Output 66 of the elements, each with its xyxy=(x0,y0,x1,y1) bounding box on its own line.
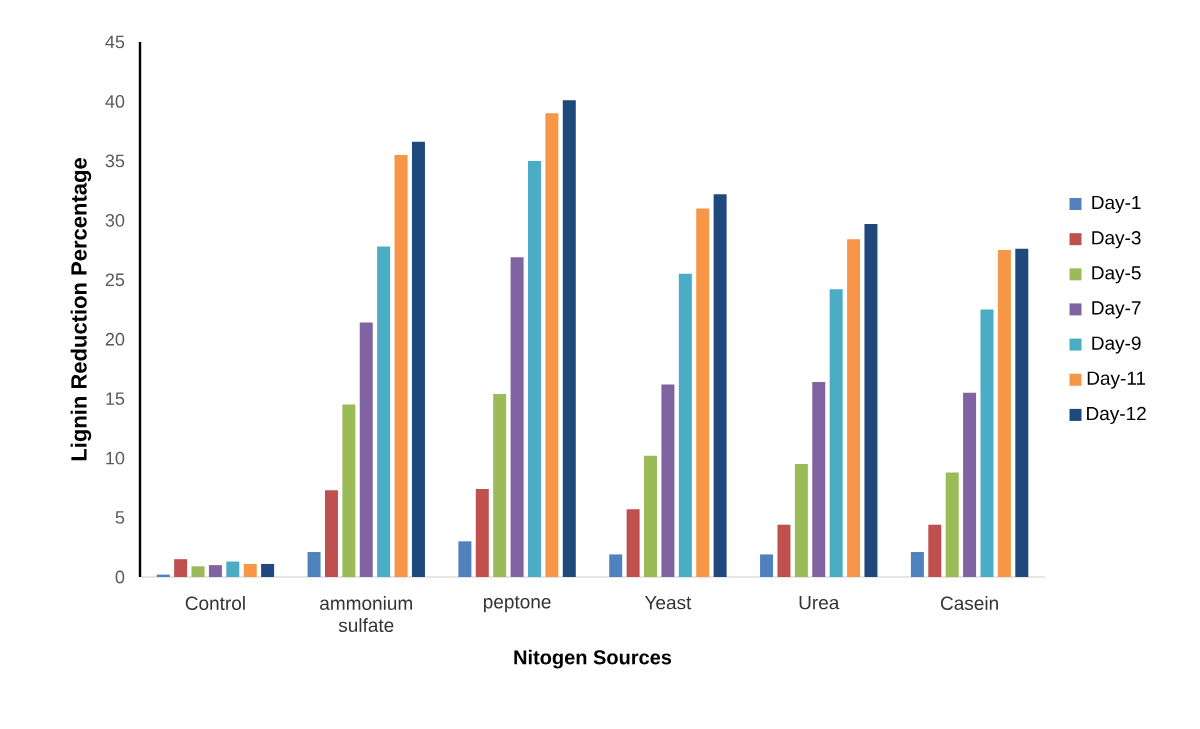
bar xyxy=(713,194,727,577)
bar xyxy=(377,246,391,577)
bar xyxy=(208,565,222,577)
bar xyxy=(545,113,559,577)
bar xyxy=(324,490,338,577)
bar xyxy=(226,561,240,577)
y-tick-label: 25 xyxy=(105,273,125,287)
bar xyxy=(980,309,994,577)
x-tick-label: ammonium sulfate xyxy=(320,596,412,633)
legend-label: Day-12 xyxy=(1087,406,1146,424)
bar xyxy=(562,100,576,577)
bar xyxy=(411,141,425,577)
bar xyxy=(359,322,373,577)
bar xyxy=(794,464,808,577)
x-tick-label: Casein xyxy=(940,596,998,611)
bar xyxy=(847,239,861,577)
bar xyxy=(661,384,675,577)
bar xyxy=(777,524,791,577)
x-tick-label: Yeast xyxy=(644,596,692,610)
x-tick-label: peptone xyxy=(483,596,551,613)
y-tick-label: 45 xyxy=(105,35,125,49)
x-tick-label: Control xyxy=(185,596,245,611)
bar xyxy=(493,393,507,577)
x-axis-title: Nitogen Sources xyxy=(514,649,672,669)
bar xyxy=(1015,248,1029,577)
bar xyxy=(864,223,878,577)
bar xyxy=(910,552,924,577)
legend-label: Day-5 xyxy=(1092,266,1141,284)
bar xyxy=(527,160,541,577)
legend-label: Day-1 xyxy=(1092,195,1141,213)
bar xyxy=(475,489,489,577)
bar xyxy=(812,382,826,577)
legend-label: Day-7 xyxy=(1092,301,1141,319)
bar xyxy=(829,289,843,577)
y-tick-label: 15 xyxy=(106,392,125,405)
bar xyxy=(510,257,524,577)
y-tick-label: 5 xyxy=(115,511,125,524)
legend-label: Day-9 xyxy=(1092,336,1141,354)
bar xyxy=(342,404,356,577)
y-tick-label: 20 xyxy=(105,332,125,346)
bar xyxy=(997,250,1011,577)
y-tick-label: 0 xyxy=(115,570,125,584)
y-tick-label: 35 xyxy=(105,154,125,168)
bar xyxy=(394,154,408,577)
y-axis-title: Lignin Reduction Percentage xyxy=(70,158,92,461)
bar xyxy=(307,552,321,577)
x-tick-label: Urea xyxy=(799,596,840,610)
y-tick-label: 30 xyxy=(105,213,125,227)
bar xyxy=(191,566,205,577)
bar xyxy=(261,563,275,577)
bar xyxy=(174,559,188,577)
y-tick-label: 40 xyxy=(105,95,125,108)
bar xyxy=(458,541,472,577)
legend-label: Day-3 xyxy=(1092,231,1141,249)
bar xyxy=(243,563,257,577)
legend-label: Day-11 xyxy=(1087,371,1146,389)
bar xyxy=(696,208,710,577)
bar xyxy=(626,509,640,577)
bar xyxy=(678,273,692,577)
bar xyxy=(760,554,774,577)
bar xyxy=(928,524,942,577)
bar xyxy=(644,455,658,577)
bar xyxy=(609,554,623,577)
bar xyxy=(963,392,977,577)
bar xyxy=(945,472,959,577)
y-tick-label: 10 xyxy=(106,451,125,465)
